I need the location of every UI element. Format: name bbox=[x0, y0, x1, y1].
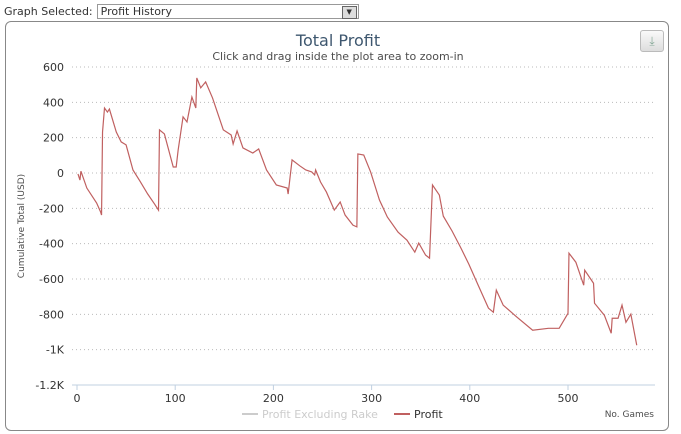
download-icon[interactable]: ⤓ bbox=[640, 30, 664, 52]
y-tick-label: 600 bbox=[43, 61, 64, 74]
legend: Profit Excluding Rake Profit bbox=[242, 408, 443, 421]
x-tick-label: 200 bbox=[263, 392, 284, 405]
y-tick-label: 400 bbox=[43, 96, 64, 109]
x-axis-label: No. Games bbox=[605, 410, 655, 420]
x-tick-label: 400 bbox=[459, 392, 480, 405]
x-tick-label: 300 bbox=[361, 392, 382, 405]
y-tick-label: -200 bbox=[39, 202, 64, 215]
graph-select[interactable]: Profit History ▼ bbox=[96, 4, 359, 19]
x-tick-label: 500 bbox=[558, 392, 579, 405]
y-tick-label: -400 bbox=[39, 238, 64, 251]
x-tick-label: 0 bbox=[74, 392, 81, 405]
y-tick-label: -1.2K bbox=[35, 379, 64, 392]
chart-frame bbox=[5, 21, 669, 431]
y-tick-label: -800 bbox=[39, 308, 64, 321]
chart-subtitle: Click and drag inside the plot area to z… bbox=[212, 50, 463, 63]
y-axis-label: Cumulative Total (USD) bbox=[17, 174, 27, 278]
legend-item-profit-excluding-rake[interactable]: Profit Excluding Rake bbox=[262, 408, 378, 421]
y-tick-label: 0 bbox=[57, 167, 64, 180]
chevron-down-icon[interactable]: ▼ bbox=[341, 6, 357, 19]
y-tick-label: -600 bbox=[39, 273, 64, 286]
legend-item-profit[interactable]: Profit bbox=[414, 408, 443, 421]
y-tick-label: -1K bbox=[46, 344, 65, 357]
x-tick-label: 100 bbox=[165, 392, 186, 405]
chart-title: Total Profit bbox=[295, 31, 380, 50]
profit-series-line bbox=[77, 77, 638, 346]
y-tick-label: 200 bbox=[43, 132, 64, 145]
graph-select-value: Profit History bbox=[100, 5, 172, 18]
graph-selector-bar: Graph Selected: Profit History ▼ bbox=[4, 4, 359, 19]
graph-selected-label: Graph Selected: bbox=[4, 5, 93, 18]
